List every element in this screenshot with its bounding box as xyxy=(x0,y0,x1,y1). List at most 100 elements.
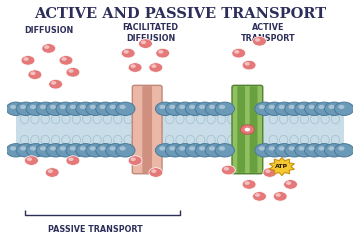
Circle shape xyxy=(10,146,16,150)
Circle shape xyxy=(338,146,345,150)
Circle shape xyxy=(259,146,265,150)
Circle shape xyxy=(242,60,256,70)
Circle shape xyxy=(120,105,126,109)
FancyBboxPatch shape xyxy=(142,86,152,173)
Circle shape xyxy=(305,144,324,157)
Circle shape xyxy=(286,181,291,185)
Circle shape xyxy=(269,146,275,150)
Circle shape xyxy=(263,168,277,177)
Circle shape xyxy=(131,64,136,68)
Circle shape xyxy=(109,146,116,150)
Circle shape xyxy=(185,102,204,115)
Circle shape xyxy=(189,146,195,150)
Circle shape xyxy=(169,146,175,150)
Circle shape xyxy=(80,105,86,109)
Circle shape xyxy=(56,144,75,157)
Circle shape xyxy=(49,79,63,89)
Circle shape xyxy=(315,144,334,157)
Circle shape xyxy=(289,105,295,109)
Circle shape xyxy=(42,44,56,53)
Circle shape xyxy=(128,63,142,72)
Circle shape xyxy=(70,146,76,150)
Circle shape xyxy=(305,102,324,115)
Circle shape xyxy=(298,105,305,109)
Circle shape xyxy=(36,144,55,157)
Circle shape xyxy=(318,146,325,150)
Circle shape xyxy=(60,146,66,150)
Circle shape xyxy=(121,48,135,58)
Circle shape xyxy=(96,102,115,115)
Circle shape xyxy=(285,144,304,157)
Circle shape xyxy=(106,144,125,157)
Text: DIFFUSION: DIFFUSION xyxy=(24,26,73,35)
Circle shape xyxy=(120,146,126,150)
Circle shape xyxy=(265,102,284,115)
Circle shape xyxy=(275,102,294,115)
Circle shape xyxy=(50,105,56,109)
Circle shape xyxy=(21,56,35,65)
Circle shape xyxy=(179,105,185,109)
Circle shape xyxy=(96,144,115,157)
Circle shape xyxy=(279,105,285,109)
Circle shape xyxy=(100,146,106,150)
Circle shape xyxy=(139,39,152,48)
Circle shape xyxy=(209,105,215,109)
Circle shape xyxy=(165,144,185,157)
Circle shape xyxy=(255,193,260,197)
Text: FACILITATED
DIFFUSION: FACILITATED DIFFUSION xyxy=(123,23,179,43)
Circle shape xyxy=(76,144,95,157)
Circle shape xyxy=(205,144,225,157)
Circle shape xyxy=(169,105,175,109)
Circle shape xyxy=(44,45,49,49)
Circle shape xyxy=(116,144,135,157)
Circle shape xyxy=(199,146,205,150)
Circle shape xyxy=(70,105,76,109)
Circle shape xyxy=(156,102,175,115)
FancyBboxPatch shape xyxy=(250,86,257,173)
Circle shape xyxy=(30,72,36,75)
Circle shape xyxy=(40,105,46,109)
Circle shape xyxy=(185,144,204,157)
Circle shape xyxy=(159,105,166,109)
Circle shape xyxy=(109,105,116,109)
Bar xyxy=(144,87,151,172)
Circle shape xyxy=(59,56,73,65)
Circle shape xyxy=(56,102,75,115)
Circle shape xyxy=(255,38,260,42)
Circle shape xyxy=(16,102,36,115)
Circle shape xyxy=(28,70,42,79)
Circle shape xyxy=(26,144,45,157)
Circle shape xyxy=(265,144,284,157)
FancyBboxPatch shape xyxy=(237,86,245,173)
Circle shape xyxy=(48,169,53,173)
Circle shape xyxy=(328,146,334,150)
Circle shape xyxy=(116,102,135,115)
Circle shape xyxy=(255,102,274,115)
Circle shape xyxy=(279,146,285,150)
Circle shape xyxy=(253,36,266,46)
Circle shape xyxy=(23,57,29,61)
Circle shape xyxy=(234,50,239,54)
Circle shape xyxy=(219,146,225,150)
Circle shape xyxy=(106,102,125,115)
Circle shape xyxy=(244,128,250,132)
Circle shape xyxy=(10,105,16,109)
Circle shape xyxy=(195,144,215,157)
Circle shape xyxy=(253,192,266,201)
Circle shape xyxy=(309,105,315,109)
Circle shape xyxy=(175,144,195,157)
Circle shape xyxy=(224,167,229,171)
Circle shape xyxy=(156,48,170,58)
Circle shape xyxy=(24,156,39,165)
Circle shape xyxy=(215,102,234,115)
Circle shape xyxy=(240,125,254,134)
Circle shape xyxy=(273,192,287,201)
Circle shape xyxy=(20,146,26,150)
Circle shape xyxy=(221,165,235,175)
Circle shape xyxy=(244,181,250,185)
Circle shape xyxy=(269,105,275,109)
Circle shape xyxy=(215,144,234,157)
Circle shape xyxy=(6,102,26,115)
Circle shape xyxy=(66,156,80,165)
Circle shape xyxy=(20,105,26,109)
